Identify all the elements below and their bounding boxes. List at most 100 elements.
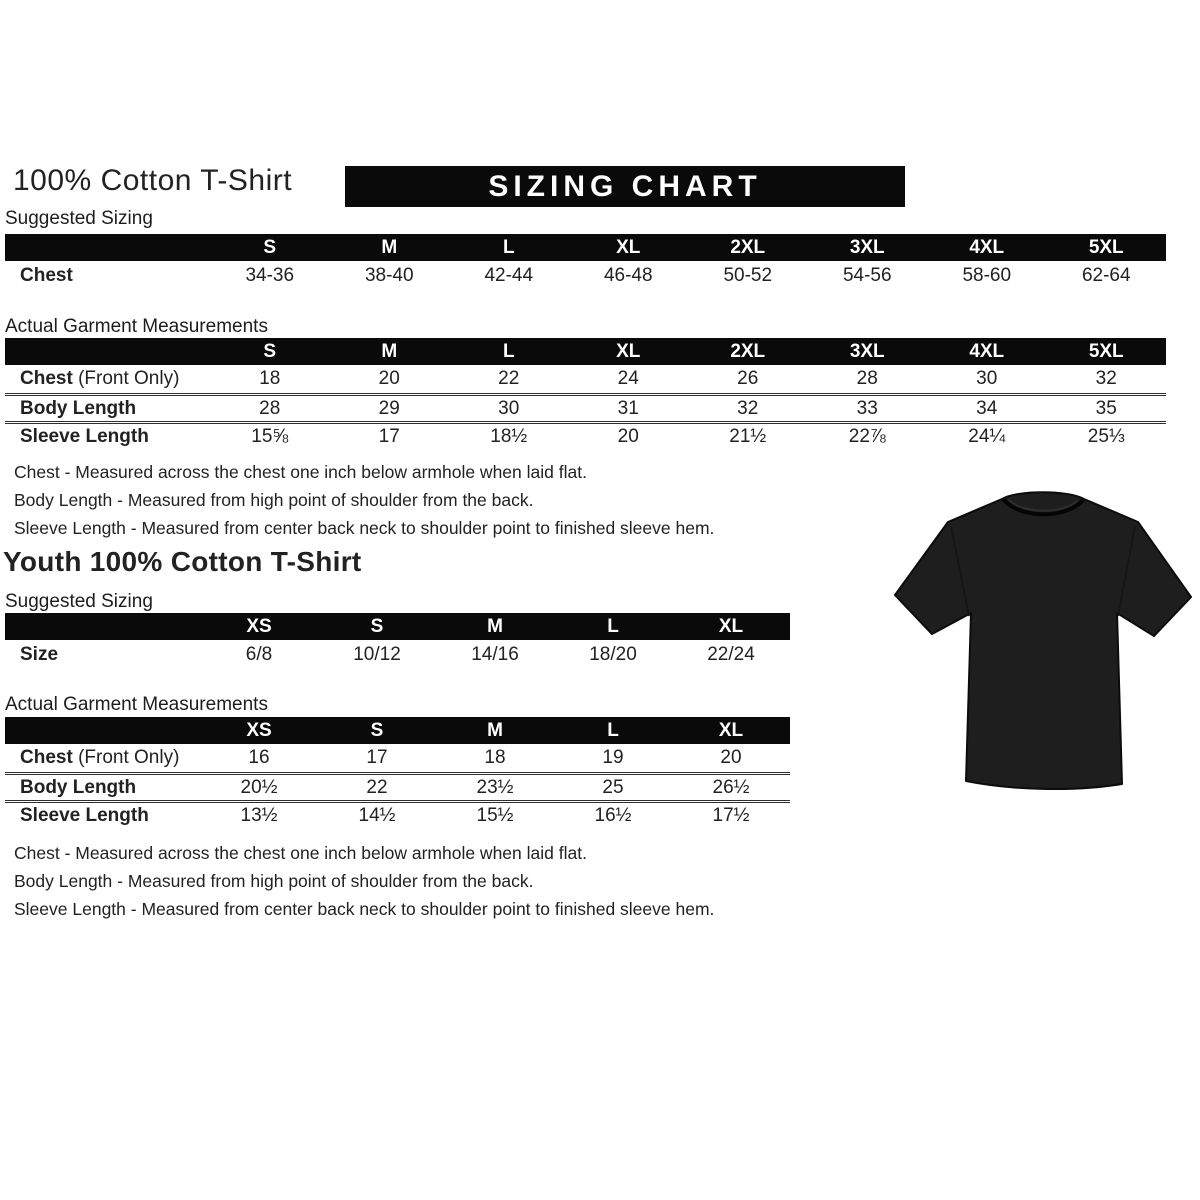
table-header-row: S M L XL 2XL 3XL 4XL 5XL xyxy=(5,234,1166,261)
value-cell: 22/24 xyxy=(707,643,755,665)
adult-garment-measurements-label: Actual Garment Measurements xyxy=(5,316,268,337)
column-header-5xl: 5XL xyxy=(1088,340,1124,362)
column-header-l: L xyxy=(607,719,619,741)
note-line: Sleeve Length - Measured from center bac… xyxy=(14,518,715,538)
value-cell: 20 xyxy=(617,425,639,447)
column-header-2xl: 2XL xyxy=(730,236,766,258)
adult-garment-measurements-table: S M L XL 2XL 3XL 4XL 5XL Chest (Front Only) 18 20 2… xyxy=(5,338,1166,449)
row-label-suffix: (Front Only) xyxy=(72,368,180,389)
column-header-s: S xyxy=(263,340,277,362)
value-cell: 15½ xyxy=(476,804,514,826)
table-row: Body Length 20½ 22 23½ 25 26½ xyxy=(5,772,790,800)
value-cell: 18½ xyxy=(490,425,528,447)
column-header-5xl: 5XL xyxy=(1088,236,1124,258)
value-cell: 22 xyxy=(366,776,388,798)
value-cell: 14/16 xyxy=(471,643,519,665)
adult-suggested-sizing-table: S M L XL 2XL 3XL 4XL 5XL Chest 34-36 38-40 42-44 46-… xyxy=(5,234,1166,290)
value-cell: 28 xyxy=(259,397,281,419)
value-cell: 34 xyxy=(976,397,998,419)
table-header-row: XS S M L XL xyxy=(5,613,790,640)
note-line: Chest - Measured across the chest one in… xyxy=(14,462,587,482)
table-row: Size 6/8 10/12 14/16 18/20 22/24 xyxy=(5,640,790,669)
column-header-3xl: 3XL xyxy=(849,236,885,258)
value-cell: 25⅓ xyxy=(1087,425,1125,447)
value-cell: 34-36 xyxy=(245,264,295,286)
youth-measurement-notes: Chest - Measured across the chest one in… xyxy=(14,839,714,923)
value-cell: 17 xyxy=(366,747,388,768)
column-header-l: L xyxy=(607,615,619,637)
row-label: Body Length xyxy=(5,777,200,799)
tshirt-image xyxy=(891,486,1195,806)
tshirt-shoulder-seam-left xyxy=(950,525,970,617)
black-tshirt-graphic xyxy=(894,491,1192,790)
column-header-xl: XL xyxy=(616,340,641,362)
row-label: Body Length xyxy=(5,398,210,420)
table-header-row: XS S M L XL xyxy=(5,717,790,744)
value-cell: 17½ xyxy=(712,804,750,826)
table-row: Chest (Front Only) 16 17 18 19 20 xyxy=(5,744,790,772)
tshirt-body xyxy=(894,491,1192,790)
value-cell: 15⅝ xyxy=(251,425,289,447)
value-cell: 24¼ xyxy=(968,425,1006,447)
column-header-m: M xyxy=(487,719,503,741)
column-header-xs: XS xyxy=(246,615,272,637)
sizing-chart-banner: SIZING CHART xyxy=(345,166,905,207)
value-cell: 26 xyxy=(737,368,759,389)
youth-suggested-sizing-label: Suggested Sizing xyxy=(5,591,153,612)
tshirt-collar xyxy=(1002,498,1084,517)
value-cell: 18/20 xyxy=(589,643,637,665)
value-cell: 13½ xyxy=(240,804,278,826)
column-header-l: L xyxy=(502,236,515,258)
value-cell: 35 xyxy=(1095,397,1117,419)
value-cell: 38-40 xyxy=(364,264,414,286)
value-cell: 54-56 xyxy=(842,264,892,286)
value-cell: 24 xyxy=(617,368,639,389)
adult-product-title: 100% Cotton T-Shirt xyxy=(13,164,293,197)
column-header-xl: XL xyxy=(718,719,744,741)
youth-garment-measurements-label: Actual Garment Measurements xyxy=(5,694,268,715)
value-cell: 20 xyxy=(720,747,742,768)
row-label: Sleeve Length xyxy=(5,805,200,827)
column-header-m: M xyxy=(381,236,398,258)
value-cell: 17 xyxy=(378,425,400,447)
value-cell: 42-44 xyxy=(484,264,534,286)
row-label-text: Chest xyxy=(20,368,73,389)
note-line: Body Length - Measured from high point o… xyxy=(14,490,534,510)
adult-measurement-notes: Chest - Measured across the chest one in… xyxy=(14,458,714,542)
column-header-l: L xyxy=(502,340,515,362)
value-cell: 30 xyxy=(976,368,998,389)
column-header-m: M xyxy=(487,615,503,637)
column-header-s: S xyxy=(370,719,384,741)
note-line: Body Length - Measured from high point o… xyxy=(14,871,534,891)
table-row: Body Length 28 29 30 31 32 33 34 35 xyxy=(5,393,1166,421)
value-cell: 14½ xyxy=(358,804,396,826)
youth-product-title: Youth 100% Cotton T-Shirt xyxy=(3,546,362,577)
row-label: Size xyxy=(5,644,200,666)
column-header-xl: XL xyxy=(718,615,744,637)
row-label-suffix: (Front Only) xyxy=(72,747,180,768)
row-label-text: Body Length xyxy=(20,776,137,798)
value-cell: 22⅞ xyxy=(848,425,886,447)
value-cell: 33 xyxy=(856,397,878,419)
row-label: Chest xyxy=(5,265,210,287)
value-cell: 22 xyxy=(498,368,520,389)
value-cell: 16½ xyxy=(594,804,632,826)
value-cell: 28 xyxy=(856,368,878,389)
column-header-s: S xyxy=(263,236,277,258)
value-cell: 21½ xyxy=(729,425,767,447)
value-cell: 29 xyxy=(378,397,400,419)
column-header-m: M xyxy=(381,340,398,362)
youth-garment-measurements-table: XS S M L XL Chest (Front Only) 16 17 18 19 20 Body … xyxy=(5,717,790,828)
value-cell: 6/8 xyxy=(245,643,273,665)
value-cell: 32 xyxy=(737,397,759,419)
column-header-4xl: 4XL xyxy=(969,236,1005,258)
column-header-2xl: 2XL xyxy=(730,340,766,362)
value-cell: 30 xyxy=(498,397,520,419)
row-label-text: Sleeve Length xyxy=(20,804,149,826)
value-cell: 19 xyxy=(602,747,624,768)
value-cell: 46-48 xyxy=(603,264,653,286)
column-header-xl: XL xyxy=(616,236,641,258)
row-label: Chest (Front Only) xyxy=(5,368,210,390)
value-cell: 16 xyxy=(248,747,270,768)
row-label-text: Body Length xyxy=(20,397,137,419)
